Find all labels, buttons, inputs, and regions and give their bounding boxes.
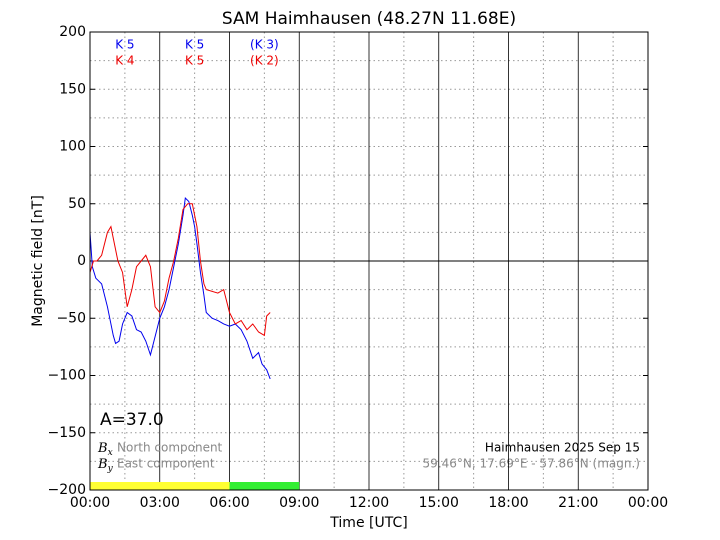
daylight-bar [229,482,300,490]
legend-symbol-base: B [97,441,108,456]
station-date: Haimhausen 2025 Sep 15 [485,441,640,455]
k-label-red: K 4 [115,54,134,68]
x-tick-label: 00:00 [628,495,668,511]
y-axis-label: Magnetic field [nT] [30,195,46,327]
x-tick-label: 03:00 [140,495,180,511]
x-tick-label: 09:00 [279,495,319,511]
x-tick-label: 12:00 [349,495,389,511]
x-tick-label: 18:00 [488,495,528,511]
y-tick-label: 150 [59,81,86,97]
y-tick-label: −150 [48,425,86,441]
k-label-blue: K 5 [185,38,204,52]
y-tick-label: −200 [48,482,86,498]
y-tick-label: 50 [68,196,86,212]
y-tick-label: 0 [77,253,86,269]
chart-title: SAM Haimhausen (48.27N 11.68E) [222,9,516,29]
coordinates: 59.46°N, 17.69°E - 57.86°N (magn.) [423,457,640,471]
legend-symbol: Bx [97,441,113,458]
daylight-bar [90,482,230,490]
legend-symbol-sub: x [108,448,113,458]
legend-symbol: By [97,457,114,474]
line [89,203,271,337]
x-axis-label: Time [UTC] [329,515,407,531]
k-label-blue: (K 3) [250,38,279,52]
plot-frame [89,31,649,491]
legend-symbol-sub: y [107,464,114,474]
x-tick-label: 06:00 [209,495,249,511]
x-tick-label: 00:00 [70,495,110,511]
k-label-blue: K 5 [115,38,134,52]
x-tick-label: 15:00 [419,495,459,511]
k-label-red: (K 2) [250,54,279,68]
legend-label: East component [117,457,215,471]
k-label-red: K 5 [185,54,204,68]
y-tick-label: 100 [59,139,86,155]
legend-symbol-base: B [97,457,108,472]
y-tick-label: −100 [48,368,86,384]
legend-label: North component [117,441,223,455]
x-tick-label: 21:00 [558,495,598,511]
a-index: A=37.0 [100,410,164,430]
y-tick-label: −50 [56,310,86,326]
y-tick-label: 200 [59,24,86,40]
line [89,196,271,380]
